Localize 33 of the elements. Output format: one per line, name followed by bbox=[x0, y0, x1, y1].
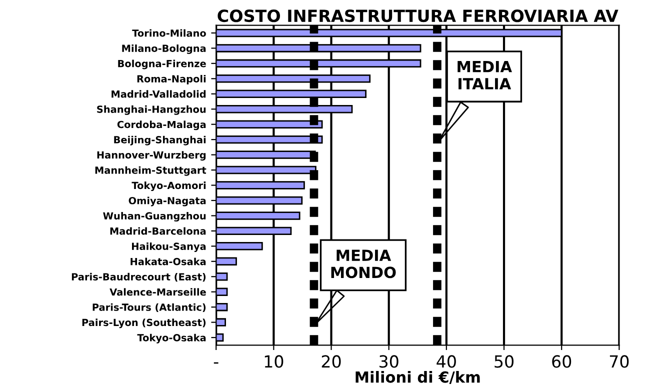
y-tick-label: Omiya-Nagata bbox=[128, 196, 206, 206]
y-tick-label: Hannover-Wurzberg bbox=[97, 151, 206, 161]
y-tick-label: Shanghai-Hangzhou bbox=[97, 105, 206, 115]
ref-line-label: MEDIA ITALIA bbox=[458, 61, 512, 90]
x-tick-label: 30 bbox=[380, 355, 398, 368]
y-tick-label: Mannheim-Stuttgart bbox=[95, 166, 206, 176]
y-tick-label: Pairs-Lyon (Southeast) bbox=[82, 318, 206, 328]
y-tick-label: Paris-Baudrecourt (East) bbox=[72, 272, 206, 282]
x-tick-label: 70 bbox=[610, 355, 629, 368]
y-tick-label: Haikou-Sanya bbox=[132, 242, 206, 252]
y-tick-label: Hakata-Osaka bbox=[130, 258, 206, 266]
y-tick-label: Torino-Milano bbox=[132, 29, 206, 37]
y-tick-label: Tokyo-Aomori bbox=[132, 182, 206, 192]
x-axis-title: Milioni di €/km bbox=[356, 371, 480, 384]
x-tick-label: 40 bbox=[436, 355, 456, 368]
x-tick-label: 10 bbox=[264, 355, 284, 368]
y-tick-label: Cordoba-Malaga bbox=[117, 120, 206, 130]
ref-line-label: MEDIA MONDO bbox=[331, 250, 396, 278]
y-tick-label: Valence-Marseille bbox=[110, 288, 206, 296]
x-tick-label: 60 bbox=[552, 355, 572, 368]
y-tick-label: Beijing-Shanghai bbox=[114, 136, 206, 146]
y-tick-label: Bologna-Firenze bbox=[118, 60, 206, 70]
y-tick-label: Tokyo-Osaka bbox=[137, 334, 206, 344]
chart-title: COSTO INFRASTRUTTURA FERROVIARIA AV bbox=[218, 10, 618, 22]
y-tick-label: Wuhan-Guangzhou bbox=[103, 212, 206, 222]
x-tick-label: - bbox=[214, 362, 218, 364]
x-tick-label: 50 bbox=[494, 355, 514, 368]
y-tick-label: Paris-Tours (Atlantic) bbox=[92, 303, 206, 312]
y-tick-label: Madrid-Barcelona bbox=[110, 227, 206, 235]
x-tick-label: 20 bbox=[322, 355, 341, 368]
y-tick-label: Roma-Napoli bbox=[137, 74, 206, 84]
y-tick-label: Madrid-Valladolid bbox=[112, 90, 206, 98]
y-tick-label: Milano-Bologna bbox=[122, 44, 206, 54]
